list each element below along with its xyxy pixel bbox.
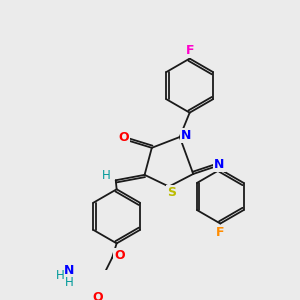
Text: H: H xyxy=(64,276,73,289)
Text: F: F xyxy=(185,44,194,57)
Text: N: N xyxy=(181,129,191,142)
Text: H: H xyxy=(101,169,110,182)
Text: O: O xyxy=(92,291,103,300)
Text: N: N xyxy=(214,158,225,171)
Text: O: O xyxy=(114,250,125,262)
Text: F: F xyxy=(216,226,225,239)
Text: N: N xyxy=(64,264,74,277)
Text: H: H xyxy=(56,269,64,282)
Text: S: S xyxy=(167,186,176,200)
Text: O: O xyxy=(118,131,129,144)
